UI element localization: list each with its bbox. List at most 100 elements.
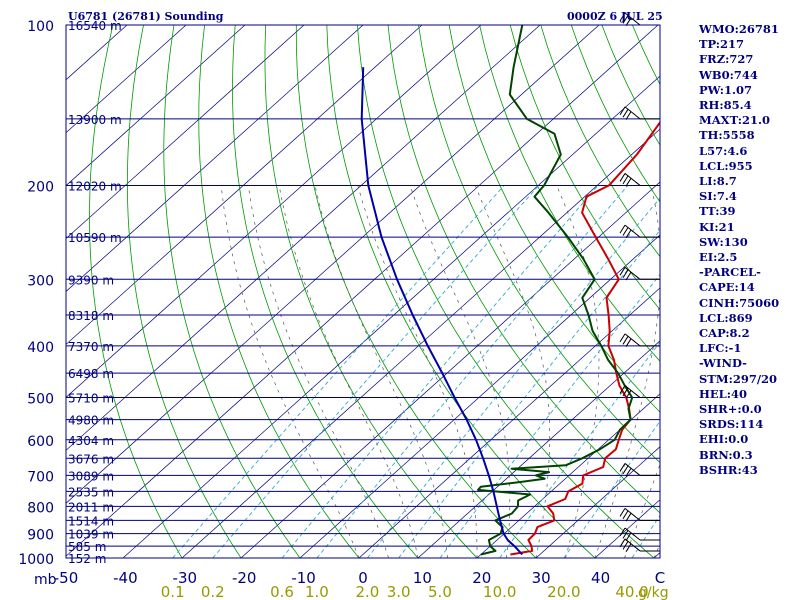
height-label: 10590 m — [68, 231, 122, 245]
pressure-unit-label: mb — [34, 572, 57, 588]
plot-frame — [65, 24, 661, 559]
isotherm-line — [181, 128, 660, 558]
wind-barb-staff — [624, 527, 641, 541]
wind-barb-feather — [625, 467, 632, 477]
temperature-axis-labels: -50 -40 -30 -20 -10 0 10 20 30 40 C — [54, 569, 665, 587]
index-item: EHI:0.0 — [699, 432, 749, 447]
mixing-ratio-label: 0.1 — [161, 583, 185, 600]
pressure-label: 800 — [27, 500, 54, 516]
isotherm-line — [66, 25, 423, 345]
wind-barb-feather — [625, 177, 632, 187]
wind-barb — [619, 527, 660, 542]
pressure-label: 700 — [27, 469, 54, 485]
index-item: WMO:26781 — [699, 22, 779, 36]
mixing-ratio-label: 3.0 — [387, 583, 411, 600]
mixing-ratio-unit: g/kg — [638, 585, 669, 600]
isotherm-line — [299, 234, 660, 558]
temperature-label: 10 — [413, 569, 432, 587]
wind-barb-feather — [619, 173, 626, 182]
dry-adiabat — [295, 25, 537, 558]
index-item: -PARCEL- — [699, 265, 761, 280]
height-label: 5710 m — [68, 392, 114, 406]
pressure-label: 300 — [27, 273, 54, 289]
mixing-ratio-label: 10.0 — [483, 583, 516, 600]
temperature-label: -40 — [113, 569, 138, 587]
wind-barb-feather — [622, 530, 629, 539]
wind-barb — [619, 463, 660, 477]
mixing-ratio-label: 2.0 — [355, 583, 379, 600]
wind-barb-staff — [624, 507, 641, 521]
height-label: 4304 m — [68, 434, 114, 448]
wind-barb-feather — [622, 336, 629, 345]
dewpoint-profile — [477, 25, 634, 556]
isotherm-line — [66, 25, 364, 292]
index-item: LI:8.7 — [699, 174, 737, 189]
index-item: EI:2.5 — [699, 250, 738, 265]
isotherm-line — [66, 25, 541, 451]
temperature-label: C — [655, 569, 665, 587]
height-label: 13900 m — [68, 113, 122, 127]
index-item: WB0:744 — [699, 67, 758, 82]
wind-barb-feather — [625, 512, 632, 522]
wind-barb-feather — [619, 12, 626, 22]
wind-barb-staff — [624, 173, 641, 186]
wind-barb-feather — [619, 527, 626, 537]
temperature-label: -50 — [54, 569, 79, 587]
wind-barb-feather — [625, 229, 632, 239]
wind-barb-staff — [624, 224, 641, 238]
index-item: SHR+:0.0 — [699, 402, 762, 417]
isotherm-line — [66, 25, 187, 134]
wind-barb-feather — [619, 267, 626, 276]
isotherm-line — [66, 25, 246, 187]
wind-barb — [619, 333, 660, 347]
height-label: 1514 m — [68, 514, 114, 528]
wind-barb — [619, 538, 660, 553]
height-label: 9390 m — [68, 273, 114, 287]
wind-barb-feather — [622, 541, 629, 550]
wind-barb-feather — [619, 106, 626, 116]
pressure-label: 200 — [27, 179, 54, 195]
temperature-label: 0 — [358, 569, 368, 587]
isotherm-line — [66, 25, 600, 504]
pressure-label: 400 — [27, 340, 54, 356]
wind-barb-feather — [619, 463, 626, 472]
index-item: FRZ:727 — [699, 52, 754, 67]
index-item: TH:5558 — [699, 128, 755, 143]
index-item: KI:21 — [699, 219, 735, 234]
pressure-label: 600 — [27, 434, 54, 450]
height-label: 8318 m — [68, 309, 114, 323]
temperature-label: 20 — [472, 569, 491, 587]
wind-barb-staff — [624, 266, 641, 280]
wind-barb — [619, 224, 660, 239]
isotherm-line — [66, 25, 482, 398]
height-label: 6498 m — [68, 367, 114, 381]
mixing-ratio-label: 1.0 — [305, 583, 329, 600]
wind-barb-feather — [622, 15, 629, 24]
wind-barb — [619, 106, 660, 120]
wind-barb-feather — [625, 17, 632, 27]
height-label: 585 m — [68, 540, 106, 554]
station-title: U6781 (26781) Sounding — [68, 10, 224, 23]
isotherm-line — [66, 25, 305, 240]
height-labels: 16540 m 13900 m 12020 m 10590 m 9390 m 8318 m… — [68, 19, 122, 566]
index-item: RH:85.4 — [699, 98, 752, 113]
index-item: SW:130 — [699, 234, 748, 249]
mixing-ratio-label: 0.6 — [270, 583, 294, 600]
wind-barb — [619, 385, 660, 399]
index-item: BSHR:43 — [699, 462, 758, 477]
mixing-ratio-line — [367, 197, 660, 558]
mixing-ratio-line — [316, 185, 629, 558]
wind-barb-feather — [625, 390, 632, 399]
wind-barb-feather — [622, 175, 629, 185]
temperature-label: 40 — [591, 569, 610, 587]
mixing-ratio-line — [398, 229, 660, 558]
height-label: 4980 m — [68, 414, 114, 428]
wind-barb-feather — [622, 465, 629, 475]
mixing-ratio-line — [212, 185, 540, 558]
isotherm-line — [476, 393, 660, 558]
height-label: 2535 m — [68, 485, 114, 499]
index-item: SI:7.4 — [699, 189, 737, 204]
mixing-ratio-labels: 0.1 0.2 0.6 1.0 2.0 3.0 5.0 10.0 20.0 40.0 — [161, 583, 649, 600]
height-label: 7370 m — [68, 340, 114, 354]
